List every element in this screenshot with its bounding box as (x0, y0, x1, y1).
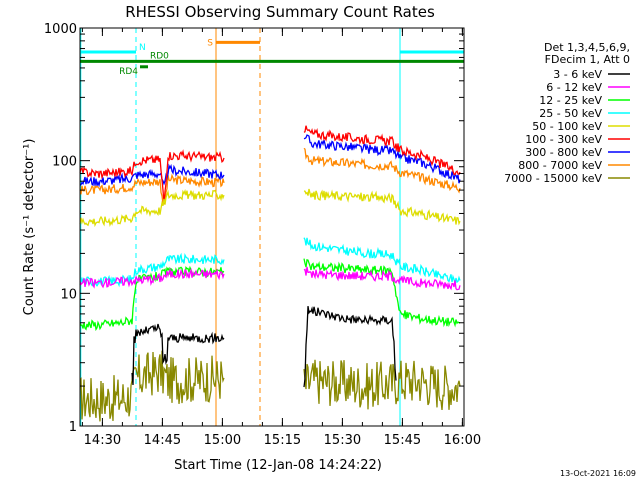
legend-label-0: 3 - 6 keV (553, 68, 602, 81)
series-line-7-1 (303, 147, 461, 194)
y-tick-label-2: 100 (52, 155, 77, 170)
legend: Det 1,3,4,5,6,9,FDecim 1, Att 0 3 - 6 keV… (504, 41, 630, 185)
legend-label-1: 6 - 12 keV (546, 81, 602, 94)
legend-label-3: 25 - 50 keV (539, 107, 602, 120)
chart-title: RHESSI Observing Summary Count Rates (125, 3, 435, 21)
x-tick-label-5: 15:45 (384, 433, 421, 448)
series-3 (79, 237, 461, 288)
flag-label-rd0: RD0 (150, 51, 169, 61)
series-line-0-1 (303, 306, 397, 388)
series-line-8-1 (303, 359, 461, 410)
legend-label-5: 100 - 300 keV (525, 133, 602, 146)
legend-header-1: FDecim 1, Att 0 (545, 53, 630, 66)
flag-label-s: S (207, 38, 213, 48)
series-line-0-0 (131, 323, 225, 386)
legend-header-0: Det 1,3,4,5,6,9, (544, 41, 630, 54)
x-tick-label-0: 14:30 (84, 433, 121, 448)
series-line-3-0 (79, 252, 225, 288)
series-line-7-0 (79, 173, 225, 205)
footer-timestamp: 13-Oct-2021 16:09 (560, 469, 636, 478)
x-tick-label-3: 15:15 (264, 433, 301, 448)
plot-area: N RD0 RD4 S (79, 28, 465, 426)
series-2 (79, 258, 461, 332)
series-5 (79, 125, 461, 204)
series-line-8-0 (79, 350, 225, 422)
series-line-6-1 (303, 134, 461, 184)
flag-label-n: N (139, 43, 146, 53)
legend-label-6: 300 - 800 keV (525, 146, 602, 159)
legend-label-2: 12 - 25 keV (539, 94, 602, 107)
x-axis-label: Start Time (12-Jan-08 14:24:22) (174, 458, 382, 473)
series-8 (79, 350, 461, 422)
series-line-1-0 (79, 267, 225, 289)
series-line-2-1 (303, 258, 461, 328)
series-line-6-0 (79, 163, 225, 188)
x-tick-label-4: 15:30 (324, 433, 361, 448)
series-line-4-1 (303, 188, 461, 226)
y-axis-label: Count Rate (s⁻¹ detector⁻¹) (22, 139, 37, 316)
legend-label-7: 800 - 7000 keV (518, 159, 602, 172)
series-6 (79, 134, 461, 188)
axes: 14:30 14:45 15:00 15:15 15:30 15:45 16:00 1 10 10… (44, 22, 481, 448)
series-7 (79, 147, 461, 205)
legend-label-4: 50 - 100 keV (532, 120, 602, 133)
series-line-1-1 (303, 266, 461, 291)
series-line-4-0 (79, 188, 225, 228)
series-1 (79, 266, 461, 291)
flag-label-rd4: RD4 (119, 67, 138, 77)
y-tick-label-0: 1 (69, 420, 77, 435)
series-line-5-0 (79, 149, 225, 204)
x-tick-label-2: 15:00 (204, 433, 241, 448)
y-tick-label-3: 1000 (44, 22, 77, 37)
y-tick-label-1: 10 (60, 287, 77, 302)
series-0 (131, 306, 397, 388)
x-tick-label-6: 16:00 (444, 433, 481, 448)
series-line-3-1 (303, 237, 461, 284)
series-4 (79, 188, 461, 228)
series-line-2-0 (79, 265, 225, 332)
x-tick-label-1: 14:45 (144, 433, 181, 448)
legend-label-8: 7000 - 15000 keV (504, 172, 602, 185)
plot-frame (79, 27, 465, 427)
series-line-5-1 (303, 125, 461, 176)
